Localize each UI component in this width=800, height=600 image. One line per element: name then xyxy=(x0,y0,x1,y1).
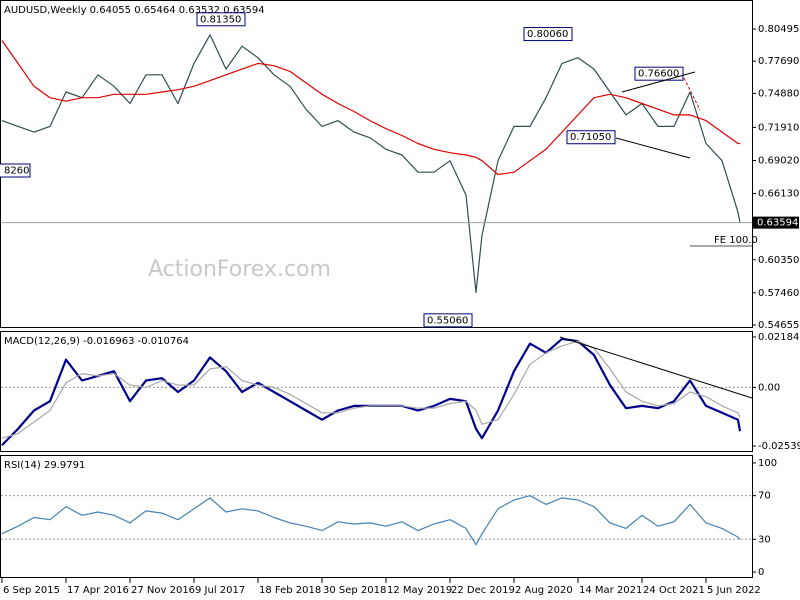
price-annotation: 0.81350 xyxy=(200,14,241,25)
y-tick-label: 0.60350 xyxy=(758,255,799,266)
x-tick-label: 9 Jul 2017 xyxy=(195,585,245,596)
trendline xyxy=(621,71,696,93)
y-tick-label: 30 xyxy=(758,534,771,545)
x-tick-label: 18 Feb 2018 xyxy=(259,585,321,596)
price-annotation-box xyxy=(634,66,684,81)
panel-title: RSI(14) 29.9791 xyxy=(4,460,85,471)
chart-title: AUDUSD,Weekly 0.64055 0.65464 0.63532 0.… xyxy=(4,5,265,16)
cut-label: 8260 xyxy=(4,166,29,177)
y-tick-label: 0.80495 xyxy=(758,24,799,35)
price-annotation: 0.71050 xyxy=(570,132,611,143)
x-tick-label: 2 Aug 2020 xyxy=(515,585,573,596)
y-tick-label: 0.66130 xyxy=(758,189,799,200)
trendline xyxy=(559,336,753,399)
y-tick-label: 0.57460 xyxy=(758,288,799,299)
x-tick-label: 12 May 2019 xyxy=(387,585,452,596)
x-tick-label: 5 Jun 2022 xyxy=(707,585,761,596)
y-tick-label: 0.77690 xyxy=(758,56,799,67)
y-tick-label: 0.00 xyxy=(758,382,780,393)
price-annotation-box xyxy=(566,130,616,145)
price-annotation-box xyxy=(196,12,246,27)
y-tick-label: 0.71910 xyxy=(758,122,799,133)
price-annotation-box xyxy=(423,313,473,328)
panel-frame xyxy=(0,331,753,452)
fe-label: FE 100.0 xyxy=(714,235,758,246)
y-tick-label: 0 xyxy=(758,567,764,578)
y-tick-label: 0.69020 xyxy=(758,155,799,166)
last-price-box xyxy=(753,216,799,229)
price-annotation: 0.76600 xyxy=(638,69,679,80)
panel-frame xyxy=(0,455,753,578)
y-tick-label: 70 xyxy=(758,491,771,502)
y-tick-label: -0.025398 xyxy=(758,441,800,452)
series-line xyxy=(1,340,741,439)
series-line xyxy=(1,34,741,293)
trendline xyxy=(683,77,701,111)
last-price-label: 0.63594 xyxy=(757,218,798,229)
series-line xyxy=(1,40,740,176)
x-tick-label: 27 Nov 2016 xyxy=(131,585,195,596)
y-tick-label: 0.021841 xyxy=(758,332,800,343)
watermark: ActionForex.com xyxy=(148,257,331,282)
x-tick-label: 14 Mar 2021 xyxy=(579,585,642,596)
x-tick-label: 22 Dec 2019 xyxy=(451,585,515,596)
series-line xyxy=(1,495,741,546)
x-tick-label: 30 Sep 2018 xyxy=(323,585,386,596)
y-tick-label: 100 xyxy=(758,458,777,469)
price-annotation-box xyxy=(523,27,573,42)
x-tick-label: 24 Oct 2021 xyxy=(643,585,705,596)
x-tick-label: 6 Sep 2015 xyxy=(3,585,60,596)
cut-label-box xyxy=(0,163,31,178)
panel-title: MACD(12,26,9) -0.016963 -0.010764 xyxy=(4,336,189,347)
trendline xyxy=(615,137,691,159)
x-tick-label: 17 Apr 2016 xyxy=(67,585,129,596)
y-tick-label: 0.74880 xyxy=(758,88,799,99)
price-annotation: 0.55060 xyxy=(427,315,468,326)
y-tick-label: 0.54655 xyxy=(758,320,799,331)
price-annotation: 0.80060 xyxy=(527,29,568,40)
